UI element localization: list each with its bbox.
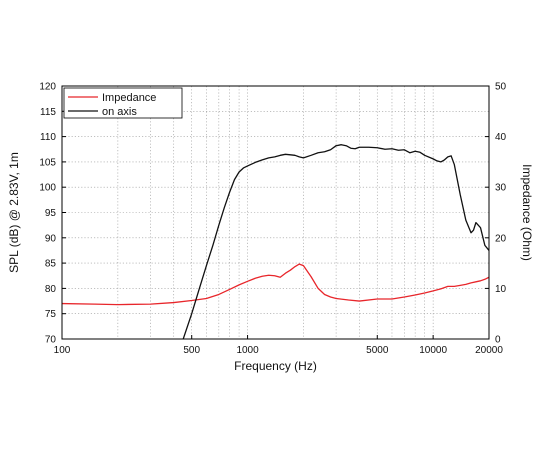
y-left-tick-label: 75 — [45, 309, 57, 320]
x-tick-label: 500 — [183, 345, 200, 356]
y-axis-left-title: SPL (dB) @ 2.83V, 1m — [7, 152, 21, 273]
y-left-tick-label: 115 — [40, 107, 56, 118]
x-tick-label: 20000 — [475, 345, 503, 356]
series-line-impedance — [62, 263, 489, 306]
y-left-tick-label: 110 — [40, 132, 56, 143]
legend-label-impedance: Impedance — [102, 92, 156, 104]
y-axis-right-title: Impedance (Ohm) — [520, 164, 534, 261]
legend-label-on-axis: on axis — [102, 106, 137, 118]
y-right-tick-label: 50 — [495, 82, 507, 93]
y-left-tick-label: 95 — [45, 208, 57, 219]
y-left-tick-label: 80 — [45, 284, 57, 295]
legend-box — [63, 87, 183, 119]
y-right-tick-label: 30 — [495, 183, 507, 194]
legend: Impedance on axis — [63, 87, 183, 119]
x-tick-label: 10000 — [419, 345, 447, 356]
y-left-tick-label: 90 — [45, 233, 57, 244]
x-tick-label: 1000 — [236, 345, 259, 356]
tick-label-layer: 100 500 1000 5000 10000 200007075808590951001… — [39, 82, 506, 357]
x-tick-label: 5000 — [366, 345, 389, 356]
y-left-tick-label: 105 — [39, 157, 56, 168]
tick-layer — [61, 85, 490, 340]
series-layer — [62, 144, 489, 339]
y-left-tick-label: 85 — [45, 259, 57, 270]
x-axis-title: Frequency (Hz) — [234, 359, 317, 373]
y-right-tick-label: 0 — [495, 335, 501, 346]
y-left-tick-label: 100 — [39, 183, 56, 194]
x-tick-label: 100 — [54, 345, 71, 356]
y-left-tick-label: 120 — [39, 82, 56, 93]
series-line-on-axis — [182, 144, 489, 339]
y-left-tick-label: 70 — [45, 335, 57, 346]
y-right-tick-label: 10 — [495, 284, 507, 295]
y-right-tick-label: 40 — [495, 132, 507, 143]
grid — [62, 86, 489, 339]
y-right-tick-label: 20 — [495, 233, 507, 244]
